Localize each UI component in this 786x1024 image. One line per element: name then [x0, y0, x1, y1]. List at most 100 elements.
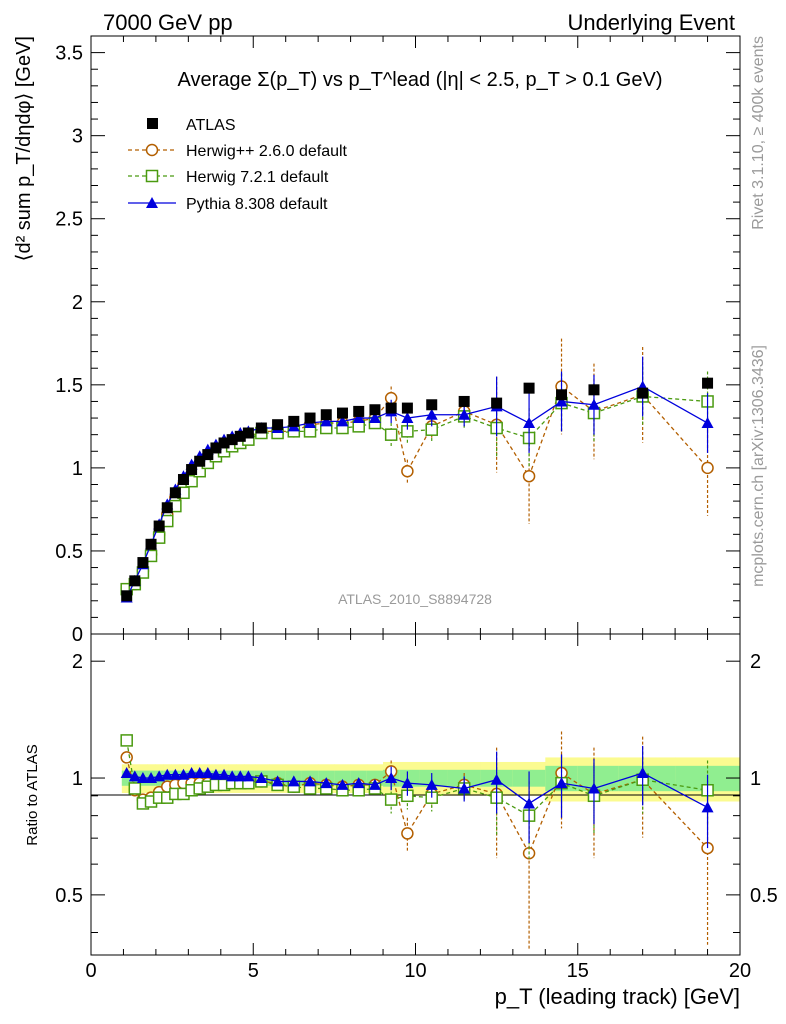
lower-y-tick-label-right: 1 — [750, 768, 761, 790]
legend-marker-pythia — [146, 197, 158, 208]
pythia-point — [425, 408, 438, 420]
upper-y-tick-label: 1 — [72, 458, 83, 480]
ratio-pythia-point — [523, 797, 536, 809]
upper-line-1 — [126, 385, 709, 592]
ratio-pythia-point — [271, 775, 284, 787]
ratio-pythia-point — [136, 772, 149, 784]
ratio-pythia-point — [255, 772, 268, 784]
ratio-pythia-point — [304, 775, 317, 787]
upper-y-tick-label: 2.5 — [55, 209, 83, 231]
pythia-point — [336, 415, 349, 427]
atlas-point — [218, 437, 230, 449]
atlas-point — [556, 389, 568, 401]
ratio-pythia-point — [555, 777, 568, 789]
mcplots-label: mcplots.cern.ch [arXiv:1306.3436] — [750, 345, 767, 587]
ratio-pythia-point — [368, 778, 381, 790]
pythia-point — [555, 395, 568, 407]
upper-series — [120, 338, 714, 603]
atlas-point — [137, 557, 149, 569]
pythia-point — [368, 412, 381, 424]
ratio-pythia-point — [218, 768, 231, 780]
ratio-pythia-point — [287, 775, 300, 787]
rivet-label: Rivet 3.1.10, ≥ 400k events — [750, 36, 767, 230]
herwigpp-point — [522, 469, 536, 483]
ratio-pythia-point — [636, 767, 649, 779]
ratio-pythia-point — [209, 768, 222, 780]
lower-y-tick-label-right: 2 — [750, 651, 761, 673]
analysis-watermark: ATLAS_2010_S8894728 — [338, 591, 492, 607]
ratio-line-1 — [126, 740, 708, 817]
atlas-point — [210, 442, 222, 454]
legend-item-herwigpp: Herwig++ 2.6.0 default — [128, 143, 348, 160]
pythia-point — [401, 412, 414, 424]
x-tick-label: 10 — [404, 960, 426, 982]
ratio-pythia-point — [128, 770, 141, 782]
atlas-point — [169, 487, 181, 499]
upper-y-tick-label: 1.5 — [55, 375, 83, 397]
ratio-pythia-point — [169, 768, 182, 780]
atlas-point — [702, 377, 714, 389]
atlas-point — [121, 590, 133, 602]
upper-line-3 — [126, 385, 708, 598]
atlas-point — [369, 404, 381, 416]
atlas-point — [153, 520, 165, 532]
pythia-point — [587, 398, 600, 410]
ratio-pythia-point — [458, 782, 471, 794]
upper-y-tick-label: 0.5 — [55, 541, 83, 563]
atlas-point — [194, 455, 206, 467]
herwigpp-point — [701, 461, 714, 475]
atlas-point — [272, 419, 284, 431]
legend-marker-herwig7 — [145, 169, 159, 183]
upper-line-2 — [126, 395, 708, 590]
atlas-point — [491, 397, 503, 409]
atlas-point — [588, 384, 600, 396]
atlas-point — [336, 407, 348, 419]
ratio-pythia-point — [401, 777, 414, 789]
ratio-pythia-point — [490, 773, 503, 785]
upper-y-tick-label: 3 — [72, 126, 83, 148]
lower-series — [120, 731, 714, 951]
atlas-point — [458, 395, 470, 407]
atlas-point — [242, 427, 254, 439]
ratio-line-2 — [126, 772, 708, 808]
ratio-pythia-point — [320, 777, 333, 789]
legend-marker-atlas — [147, 118, 158, 129]
atlas-point — [637, 387, 649, 399]
atlas-point — [426, 399, 438, 411]
lower-y-tick-label: 1 — [72, 768, 83, 790]
atlas-point — [385, 402, 397, 414]
header-right: Underlying Event — [567, 10, 735, 35]
pythia-point — [701, 417, 714, 429]
lower-y-tick-label: 2 — [72, 651, 83, 673]
lower-y-tick-label: 0.5 — [55, 885, 83, 907]
atlas-point — [523, 382, 535, 394]
header-left: 7000 GeV pp — [103, 10, 233, 35]
ratio-band-green — [419, 769, 449, 787]
atlas-point — [129, 575, 141, 587]
atlas-point — [255, 422, 267, 434]
x-tick-label: 0 — [85, 960, 96, 982]
herwig7-point — [384, 428, 398, 441]
legend-label-atlas: ATLAS — [186, 117, 236, 134]
ratio-pythia-point — [193, 767, 206, 779]
ratio-pythia-point — [336, 778, 349, 790]
atlas-point — [288, 415, 300, 427]
ratio-band-green — [121, 770, 132, 786]
ratio-herwigpp-point — [401, 827, 414, 840]
lower-ticks: 0 5 10 15 20 0.5 0.5 1 1 2 2 — [55, 634, 778, 982]
atlas-point — [186, 464, 198, 476]
ratio-pythia-point — [161, 768, 174, 780]
pythia-point — [523, 417, 536, 429]
upper-y-tick-label: 3.5 — [55, 43, 83, 65]
upper-series-0 — [121, 377, 714, 602]
ratio-pythia-point — [385, 772, 398, 784]
legend-marker-herwigpp — [145, 143, 159, 157]
upper-ylabel: ⟨d² sum p_T/dηdφ⟩ [GeV] — [13, 36, 35, 261]
atlas-point — [320, 409, 332, 421]
ratio-pythia-point — [352, 777, 365, 789]
legend-item-atlas: ATLAS — [147, 117, 236, 134]
ratio-pythia-point — [120, 767, 133, 779]
xlabel: p_T (leading track) [GeV] — [495, 984, 740, 1009]
x-tick-label: 5 — [248, 960, 259, 982]
